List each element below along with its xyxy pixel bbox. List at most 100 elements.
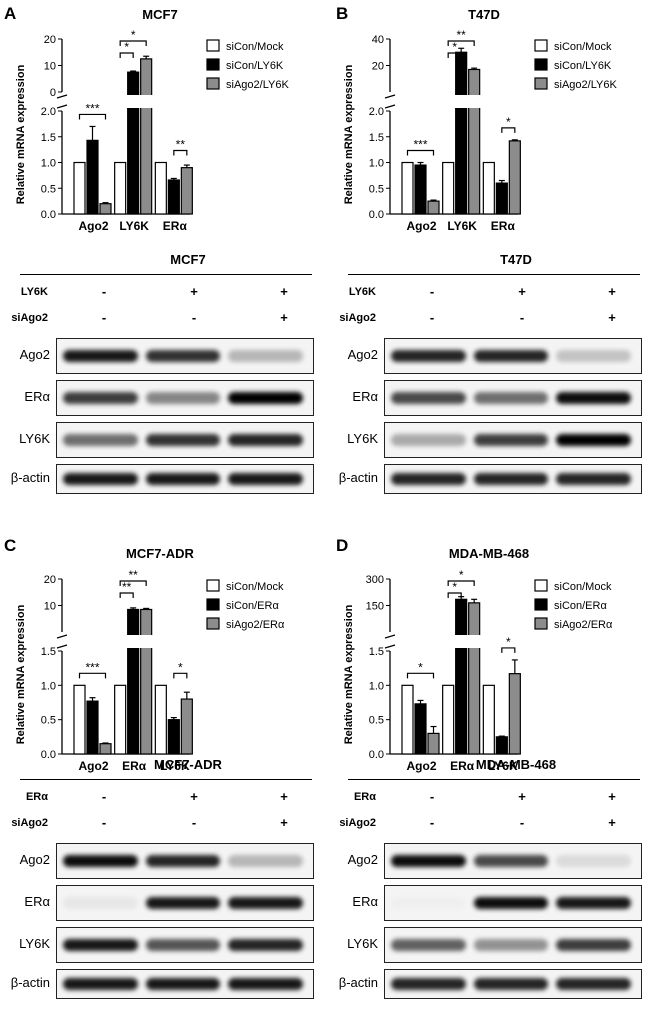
y-tick-label: 20 xyxy=(372,61,384,73)
significance-bracket xyxy=(406,672,435,679)
protein-band xyxy=(391,897,466,909)
bar xyxy=(140,58,153,215)
significance-bracket xyxy=(119,592,134,598)
axis-break-mark xyxy=(384,634,396,639)
legend-label: siCon/ERα xyxy=(554,600,607,612)
y-tick-label: 10 xyxy=(44,61,56,73)
y-tick-label: 1.0 xyxy=(369,680,384,692)
y-tick-label: 1.0 xyxy=(41,680,56,692)
band-label: ERα xyxy=(24,894,50,909)
axis-break-mark xyxy=(384,644,396,649)
band-label: LY6K xyxy=(19,936,50,951)
x-tick-label: ERα xyxy=(163,219,188,233)
protein-band xyxy=(391,350,466,362)
panel-letter: B xyxy=(336,4,349,23)
protein-band xyxy=(63,978,138,990)
y-tick-label: 1.0 xyxy=(41,158,56,170)
bar xyxy=(86,700,99,755)
bar xyxy=(154,684,167,755)
protein-band xyxy=(63,350,138,362)
band-label: Ago2 xyxy=(19,852,50,867)
y-tick-label: 0.5 xyxy=(41,715,56,727)
bar xyxy=(414,703,427,755)
significance-bracket xyxy=(501,647,516,653)
axis-break-mark xyxy=(56,94,68,99)
band-label: β-actin xyxy=(10,470,50,485)
divider xyxy=(348,779,640,780)
condition-sign: - xyxy=(191,310,197,325)
bar xyxy=(495,736,508,755)
protein-band xyxy=(556,939,631,951)
axis-break-mark xyxy=(56,634,68,639)
bar xyxy=(167,179,180,215)
y-tick-label: 0.5 xyxy=(369,715,384,727)
condition-label: LY6K xyxy=(20,286,48,298)
panel-letter: A xyxy=(4,4,17,23)
y-tick-label: 2.0 xyxy=(369,106,384,118)
bar xyxy=(442,161,455,215)
blot-band-strip xyxy=(56,464,314,494)
legend-swatch xyxy=(534,579,548,592)
legend-label: siCon/LY6K xyxy=(226,60,284,72)
significance-label: ** xyxy=(176,138,186,152)
protein-band xyxy=(391,434,466,446)
legend-label: siAgo2/LY6K xyxy=(226,79,289,91)
bar xyxy=(127,608,140,755)
legend-label: siAgo2/ERα xyxy=(554,619,613,631)
y-tick-label: 150 xyxy=(366,601,384,613)
significance-label: * xyxy=(131,28,136,42)
significance-label: ** xyxy=(128,568,138,582)
panel-c: C MCF7-ADR Relative mRNA expression 0.0 0.… xyxy=(0,507,327,1014)
y-tick-label: 300 xyxy=(366,574,384,586)
y-axis-label: Relative mRNA expression xyxy=(343,64,355,204)
significance-label: *** xyxy=(413,138,427,152)
bar xyxy=(99,743,112,755)
blot-band-strip xyxy=(384,927,642,963)
bar xyxy=(482,684,495,755)
bar xyxy=(427,200,440,215)
protein-band xyxy=(473,978,549,990)
band-label: Ago2 xyxy=(347,852,378,867)
condition-label: siAgo2 xyxy=(339,312,376,324)
x-tick-label: LY6K xyxy=(160,759,190,773)
axis-break-gap xyxy=(112,95,156,108)
y-tick-label: 10 xyxy=(44,601,56,613)
significance-bracket xyxy=(447,52,462,58)
legend-swatch xyxy=(534,58,548,71)
y-tick-label: 20 xyxy=(44,34,56,46)
significance-label: * xyxy=(506,635,511,649)
band-label: β-actin xyxy=(10,975,50,990)
protein-band xyxy=(473,473,549,485)
significance-label: * xyxy=(459,568,464,582)
band-label: LY6K xyxy=(19,431,50,446)
blot-band-strip xyxy=(384,422,642,458)
condition-sign: + xyxy=(608,284,616,299)
y-tick-label: 1.0 xyxy=(369,158,384,170)
y-axis-label: Relative mRNA expression xyxy=(343,604,355,744)
y-tick-label: 0.5 xyxy=(369,183,384,195)
condition-sign: + xyxy=(190,789,198,804)
western-blot: MCF7-ADR ERα - + + siAgo2 - - + Ago2 ERα LY6K β-acti… xyxy=(0,755,327,1014)
protein-band xyxy=(228,978,303,990)
y-tick-label: 2.0 xyxy=(41,106,56,118)
legend-swatch xyxy=(534,39,548,52)
protein-band xyxy=(145,350,221,362)
protein-band xyxy=(391,855,466,867)
panel-title: MDA-MB-468 xyxy=(448,546,530,561)
protein-band xyxy=(228,350,303,362)
condition-label: siAgo2 xyxy=(11,312,48,324)
bar xyxy=(495,182,508,215)
protein-band xyxy=(228,473,303,485)
legend-label: siCon/Mock xyxy=(226,41,284,53)
protein-band xyxy=(473,392,549,404)
western-blot: MCF7 LY6K - + + siAgo2 - - + Ago2 ERα LY6K β-actin xyxy=(0,250,327,505)
condition-sign: - xyxy=(429,815,435,830)
condition-sign: - xyxy=(429,789,435,804)
y-tick-label: 1.5 xyxy=(369,132,384,144)
panel-b: B T47D Relative mRNA expression 0.0 0.5 1.0… xyxy=(328,0,655,507)
blot-band-strip xyxy=(384,969,642,999)
legend-label: siAgo2/LY6K xyxy=(554,79,617,91)
panel-title: MCF7-ADR xyxy=(126,546,194,561)
legend-swatch xyxy=(206,39,220,52)
condition-sign: + xyxy=(190,284,198,299)
